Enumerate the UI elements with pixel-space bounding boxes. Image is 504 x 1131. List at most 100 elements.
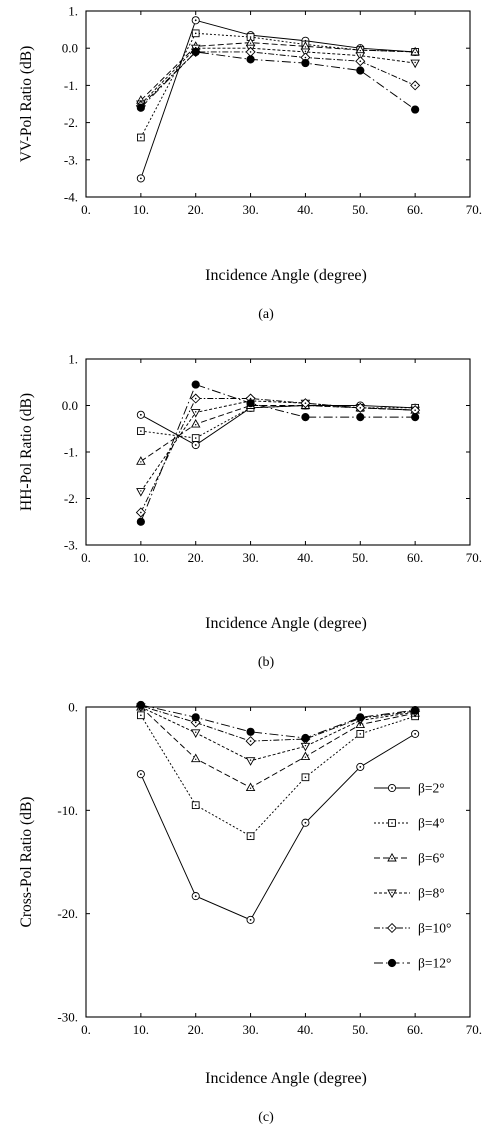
panel-b-series-10deg-point: [300, 398, 311, 409]
panel-a-x-tick-label: 70.: [466, 202, 482, 217]
panel-a-series-8deg-point: [410, 59, 420, 69]
legend-marker: [387, 958, 397, 968]
panel-b-series-12deg-point: [411, 413, 420, 422]
panel-b-x-tick-label: 50.: [352, 550, 368, 565]
panel-c-series-8deg-line: [140, 706, 416, 762]
panel-c-x-tick-label: 10.: [133, 1022, 149, 1037]
panel-a-series-4deg-point: [137, 133, 145, 142]
panel-c-series-12deg-point: [411, 705, 420, 715]
panel-b-x-tick-label: 70.: [466, 550, 482, 565]
panel-b-y-tick-label: 1.: [68, 352, 78, 367]
legend-item: [374, 852, 410, 862]
legend-marker: [386, 922, 398, 934]
panel-a-series-2deg-point: [191, 16, 200, 25]
panel-a-series-12deg-line: [140, 51, 416, 110]
panel-a-series-6deg-line: [140, 42, 416, 101]
panel-c-series-6deg-point: [190, 753, 201, 763]
panel-b-x-axis-label: Incidence Angle (degree): [205, 615, 367, 632]
panel-c-series-8deg-point: [190, 729, 201, 738]
panel-b-series-12deg-point: [136, 517, 145, 526]
panel-b-series-6deg-line: [140, 405, 416, 462]
panel-b-series-8deg-point: [136, 488, 146, 497]
panel-c-series-12deg-point: [246, 727, 255, 736]
panel-c-series-12deg-line: [140, 704, 416, 739]
legend-marker: [388, 819, 396, 827]
legend-marker: [387, 783, 397, 793]
panel-c-series-2deg-point: [301, 818, 310, 827]
panel-b-series-12deg-point: [246, 399, 255, 408]
panel-c-series-6deg-point: [300, 751, 311, 761]
panel-c-series-12deg-point: [136, 700, 145, 710]
panel-c-x-tick-label: 50.: [352, 1022, 368, 1037]
panel-a-series-12deg-point: [136, 103, 145, 112]
panel-b-y-tick-label: 0.0: [62, 398, 78, 413]
legend-label: β=8°: [418, 886, 445, 901]
panel-b-x-tick-label: 30.: [242, 550, 258, 565]
panel-b-plot-frame: [85, 358, 471, 546]
panel-b-series-10deg-point: [355, 402, 366, 413]
panel-c-plot-frame: [85, 706, 471, 1018]
legend-item: [374, 819, 410, 827]
panel-a-series-4deg-line: [140, 32, 416, 138]
panel-c-series-2deg-point: [411, 729, 420, 738]
panel-b-series-12deg-point: [301, 413, 310, 422]
legend-item: [374, 783, 410, 793]
panel-b-series-8deg-point: [190, 409, 201, 418]
panel-b-series-10deg-point: [135, 507, 146, 518]
panel-a-x-tick-label: 30.: [242, 202, 258, 217]
panel-c-series-4deg-point: [191, 801, 200, 810]
panel-a-series-12deg-point: [411, 105, 420, 114]
panel-a-x-tick-label: 50.: [352, 202, 368, 217]
panel-b-y-tick-label: -3.: [64, 538, 78, 553]
panel-b-y-tick-label: -2.: [64, 491, 78, 506]
panel-c-x-tick-label: 30.: [242, 1022, 258, 1037]
panel-a-x-tick-label: 20.: [188, 202, 204, 217]
panel-a-y-tick-label: -4.: [64, 190, 78, 205]
panel-a-y-tick-label: -1.: [64, 78, 78, 93]
panel-c-series-12deg-point: [356, 713, 365, 722]
panel-b-series-6deg-point: [190, 418, 201, 428]
panel-b-series-12deg-point: [191, 380, 200, 389]
panel-b-series-10deg-line: [140, 398, 416, 513]
panel-a-y-tick-label: -2.: [64, 115, 78, 130]
panel-c-series-12deg-point: [301, 733, 310, 743]
panel-c-series-12deg-point: [191, 713, 200, 722]
panel-a-x-tick-label: 60.: [407, 202, 423, 217]
panel-c-series-4deg-point: [246, 832, 255, 841]
panel-a-series-10deg-point: [410, 80, 421, 91]
panel-b-series-4deg-point: [191, 434, 200, 442]
panel-a-x-tick-label: 0.: [81, 202, 91, 217]
panel-b-series-2deg-line: [140, 405, 416, 446]
legend-item: [374, 889, 410, 899]
panel-b-series-2deg-point: [136, 410, 145, 419]
panel-a-series-12deg-point: [301, 58, 310, 68]
panel-c-series-4deg-point: [301, 773, 310, 782]
legend-label: β=2°: [418, 781, 445, 796]
panel-b-series-6deg-point: [136, 456, 146, 465]
panel-b-y-axis-label: HH-Pol Ratio (dB): [18, 393, 35, 511]
panel-c-series-6deg-point: [245, 782, 256, 792]
panel-c-series-2deg-point: [356, 762, 365, 771]
panel-c-x-tick-label: 20.: [188, 1022, 204, 1037]
panel-b-series-4deg-point: [137, 427, 145, 435]
panel-c-series-4deg-line: [140, 715, 416, 837]
panel-a-series-12deg-point: [191, 47, 200, 57]
legend-label: β=12°: [418, 956, 451, 971]
panel-b-x-tick-label: 40.: [297, 550, 313, 565]
legend-item: [374, 922, 410, 934]
legend-item: [374, 958, 410, 968]
panel-c-series-2deg-point: [136, 770, 145, 779]
panel-c-series-8deg-point: [245, 757, 256, 766]
panel-c-series-2deg-line: [140, 733, 416, 921]
panel-c-y-tick-label: -30.: [57, 1010, 78, 1025]
panel-b-x-tick-label: 0.: [81, 550, 91, 565]
panel-b-series-12deg-line: [140, 383, 416, 522]
panel-a-series-12deg-point: [356, 66, 365, 75]
panel-a-y-tick-label: 1.: [68, 4, 78, 19]
panel-c-y-tick-label: -10.: [57, 803, 78, 818]
legend-marker: [387, 852, 397, 862]
panel-b-series-2deg-point: [191, 440, 200, 450]
panel-a-plot-frame: [85, 10, 471, 198]
panel-b-caption: (b): [258, 655, 275, 670]
